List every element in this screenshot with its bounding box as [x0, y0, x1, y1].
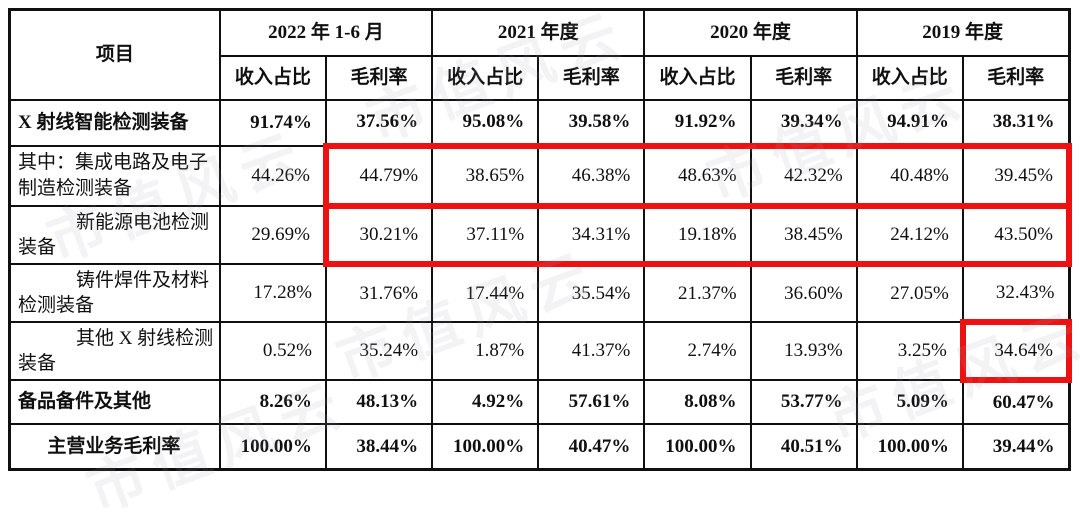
- value-cell: 39.45%: [961, 142, 1073, 209]
- value-cell: 17.28%: [218, 262, 327, 323]
- year-header-2022: 2022 年 1-6 月: [218, 8, 434, 57]
- row-label: 备品备件及其他: [8, 378, 221, 425]
- value-cell: 19.18%: [643, 202, 752, 267]
- value-cell: 37.56%: [324, 98, 434, 147]
- row-label: 新能源电池检测装备: [8, 204, 221, 265]
- value-cell: 100.00%: [855, 422, 964, 471]
- year-header-2020: 2020 年度: [643, 8, 858, 57]
- value-cell: 53.77%: [749, 378, 858, 425]
- value-cell: 100.00%: [431, 422, 540, 471]
- value-cell: 38.45%: [749, 202, 858, 267]
- corner-header-item: 项目: [8, 8, 221, 101]
- subheader-gross-margin: 毛利率: [749, 54, 858, 101]
- value-cell: 100.00%: [643, 422, 752, 471]
- value-cell: 91.74%: [218, 98, 327, 147]
- subheader-revenue-share: 收入占比: [855, 54, 964, 101]
- value-cell: 100.00%: [218, 422, 327, 471]
- value-cell: 21.37%: [643, 262, 752, 323]
- value-cell: 60.47%: [961, 378, 1071, 425]
- row-label: 主营业务毛利率: [8, 422, 221, 471]
- value-cell: 8.26%: [218, 378, 327, 425]
- value-cell: 36.60%: [749, 262, 858, 323]
- value-cell: 38.44%: [324, 422, 434, 471]
- value-cell: 48.63%: [643, 142, 752, 209]
- subheader-revenue-share: 收入占比: [431, 54, 540, 101]
- value-cell: 34.64%: [959, 318, 1073, 383]
- row-label: 其中：集成电路及电子制造检测装备: [8, 144, 221, 207]
- value-cell: 44.79%: [322, 142, 434, 209]
- document-page: { "watermark": { "text": "市值风云" }, "tabl…: [8, 0, 1080, 525]
- table-row: 新能源电池检测装备 29.69% 30.21% 37.11% 34.31% 19.18% 3…: [8, 202, 1073, 267]
- value-cell: 31.76%: [324, 262, 434, 323]
- value-cell: 38.31%: [961, 98, 1071, 147]
- row-label: 铸件焊件及材料检测装备: [8, 262, 221, 323]
- value-cell: 94.91%: [855, 98, 964, 147]
- value-cell: 39.58%: [537, 98, 646, 147]
- value-cell: 8.08%: [643, 378, 752, 425]
- value-cell: 46.38%: [537, 142, 646, 209]
- value-cell: 39.44%: [961, 422, 1071, 471]
- value-cell: 39.34%: [749, 98, 858, 147]
- value-cell: 13.93%: [749, 320, 858, 381]
- year-header-2021: 2021 年度: [431, 8, 646, 57]
- value-cell: 57.61%: [537, 378, 646, 425]
- value-cell: 43.50%: [961, 202, 1073, 267]
- value-cell: 42.32%: [749, 142, 858, 209]
- subheader-gross-margin: 毛利率: [324, 54, 434, 101]
- value-cell: 95.08%: [431, 98, 540, 147]
- subheader-revenue-share: 收入占比: [218, 54, 327, 101]
- value-cell: 17.44%: [431, 262, 540, 323]
- value-cell: 4.92%: [431, 378, 540, 425]
- value-cell: 40.47%: [537, 422, 646, 471]
- value-cell: 91.92%: [643, 98, 752, 147]
- table-row: 备品备件及其他 8.26% 48.13% 4.92% 57.61% 8.08% 53.77%…: [8, 378, 1071, 425]
- value-cell: 29.69%: [218, 204, 327, 265]
- subheader-revenue-share: 收入占比: [643, 54, 752, 101]
- table-row: 其他 X 射线检测装备 0.52% 35.24% 1.87% 41.37% 2.74% 13…: [8, 318, 1073, 383]
- value-cell: 35.54%: [537, 262, 646, 323]
- value-cell: 3.25%: [855, 320, 964, 381]
- value-cell: 32.43%: [961, 262, 1071, 323]
- table-row: 铸件焊件及材料检测装备 17.28% 31.76% 17.44% 35.54% 21.37…: [8, 262, 1071, 323]
- value-cell: 41.37%: [537, 320, 646, 381]
- year-header-2019: 2019 年度: [855, 8, 1071, 57]
- value-cell: 40.51%: [749, 422, 858, 471]
- value-cell: 24.12%: [855, 202, 964, 267]
- value-cell: 30.21%: [322, 202, 434, 267]
- value-cell: 1.87%: [431, 320, 540, 381]
- subheader-gross-margin: 毛利率: [961, 54, 1071, 101]
- value-cell: 48.13%: [324, 378, 434, 425]
- value-cell: 0.52%: [218, 320, 327, 381]
- value-cell: 34.31%: [537, 202, 646, 267]
- table-row: 其中：集成电路及电子制造检测装备 44.26% 44.79% 38.65% 46.38%…: [8, 142, 1073, 209]
- value-cell: 38.65%: [431, 142, 540, 209]
- value-cell: 5.09%: [855, 378, 964, 425]
- value-cell: 2.74%: [643, 320, 752, 381]
- value-cell: 35.24%: [324, 320, 434, 381]
- table-row: 主营业务毛利率 100.00% 38.44% 100.00% 40.47% 100.00%…: [8, 422, 1071, 471]
- subheader-gross-margin: 毛利率: [537, 54, 646, 101]
- row-label: X 射线智能检测装备: [8, 98, 221, 147]
- gross-margin-table: 项目 2022 年 1-6 月 2021 年度 2020 年度 2019 年度 …: [8, 8, 1073, 472]
- table-body: X 射线智能检测装备 91.74% 37.56% 95.08% 39.58% 91.92%…: [8, 98, 1073, 471]
- row-label: 其他 X 射线检测装备: [8, 320, 221, 381]
- value-cell: 37.11%: [431, 202, 540, 267]
- value-cell: 27.05%: [855, 262, 964, 323]
- value-cell: 40.48%: [855, 142, 964, 209]
- table-row: X 射线智能检测装备 91.74% 37.56% 95.08% 39.58% 91.92%…: [8, 98, 1071, 147]
- value-cell: 44.26%: [218, 144, 327, 207]
